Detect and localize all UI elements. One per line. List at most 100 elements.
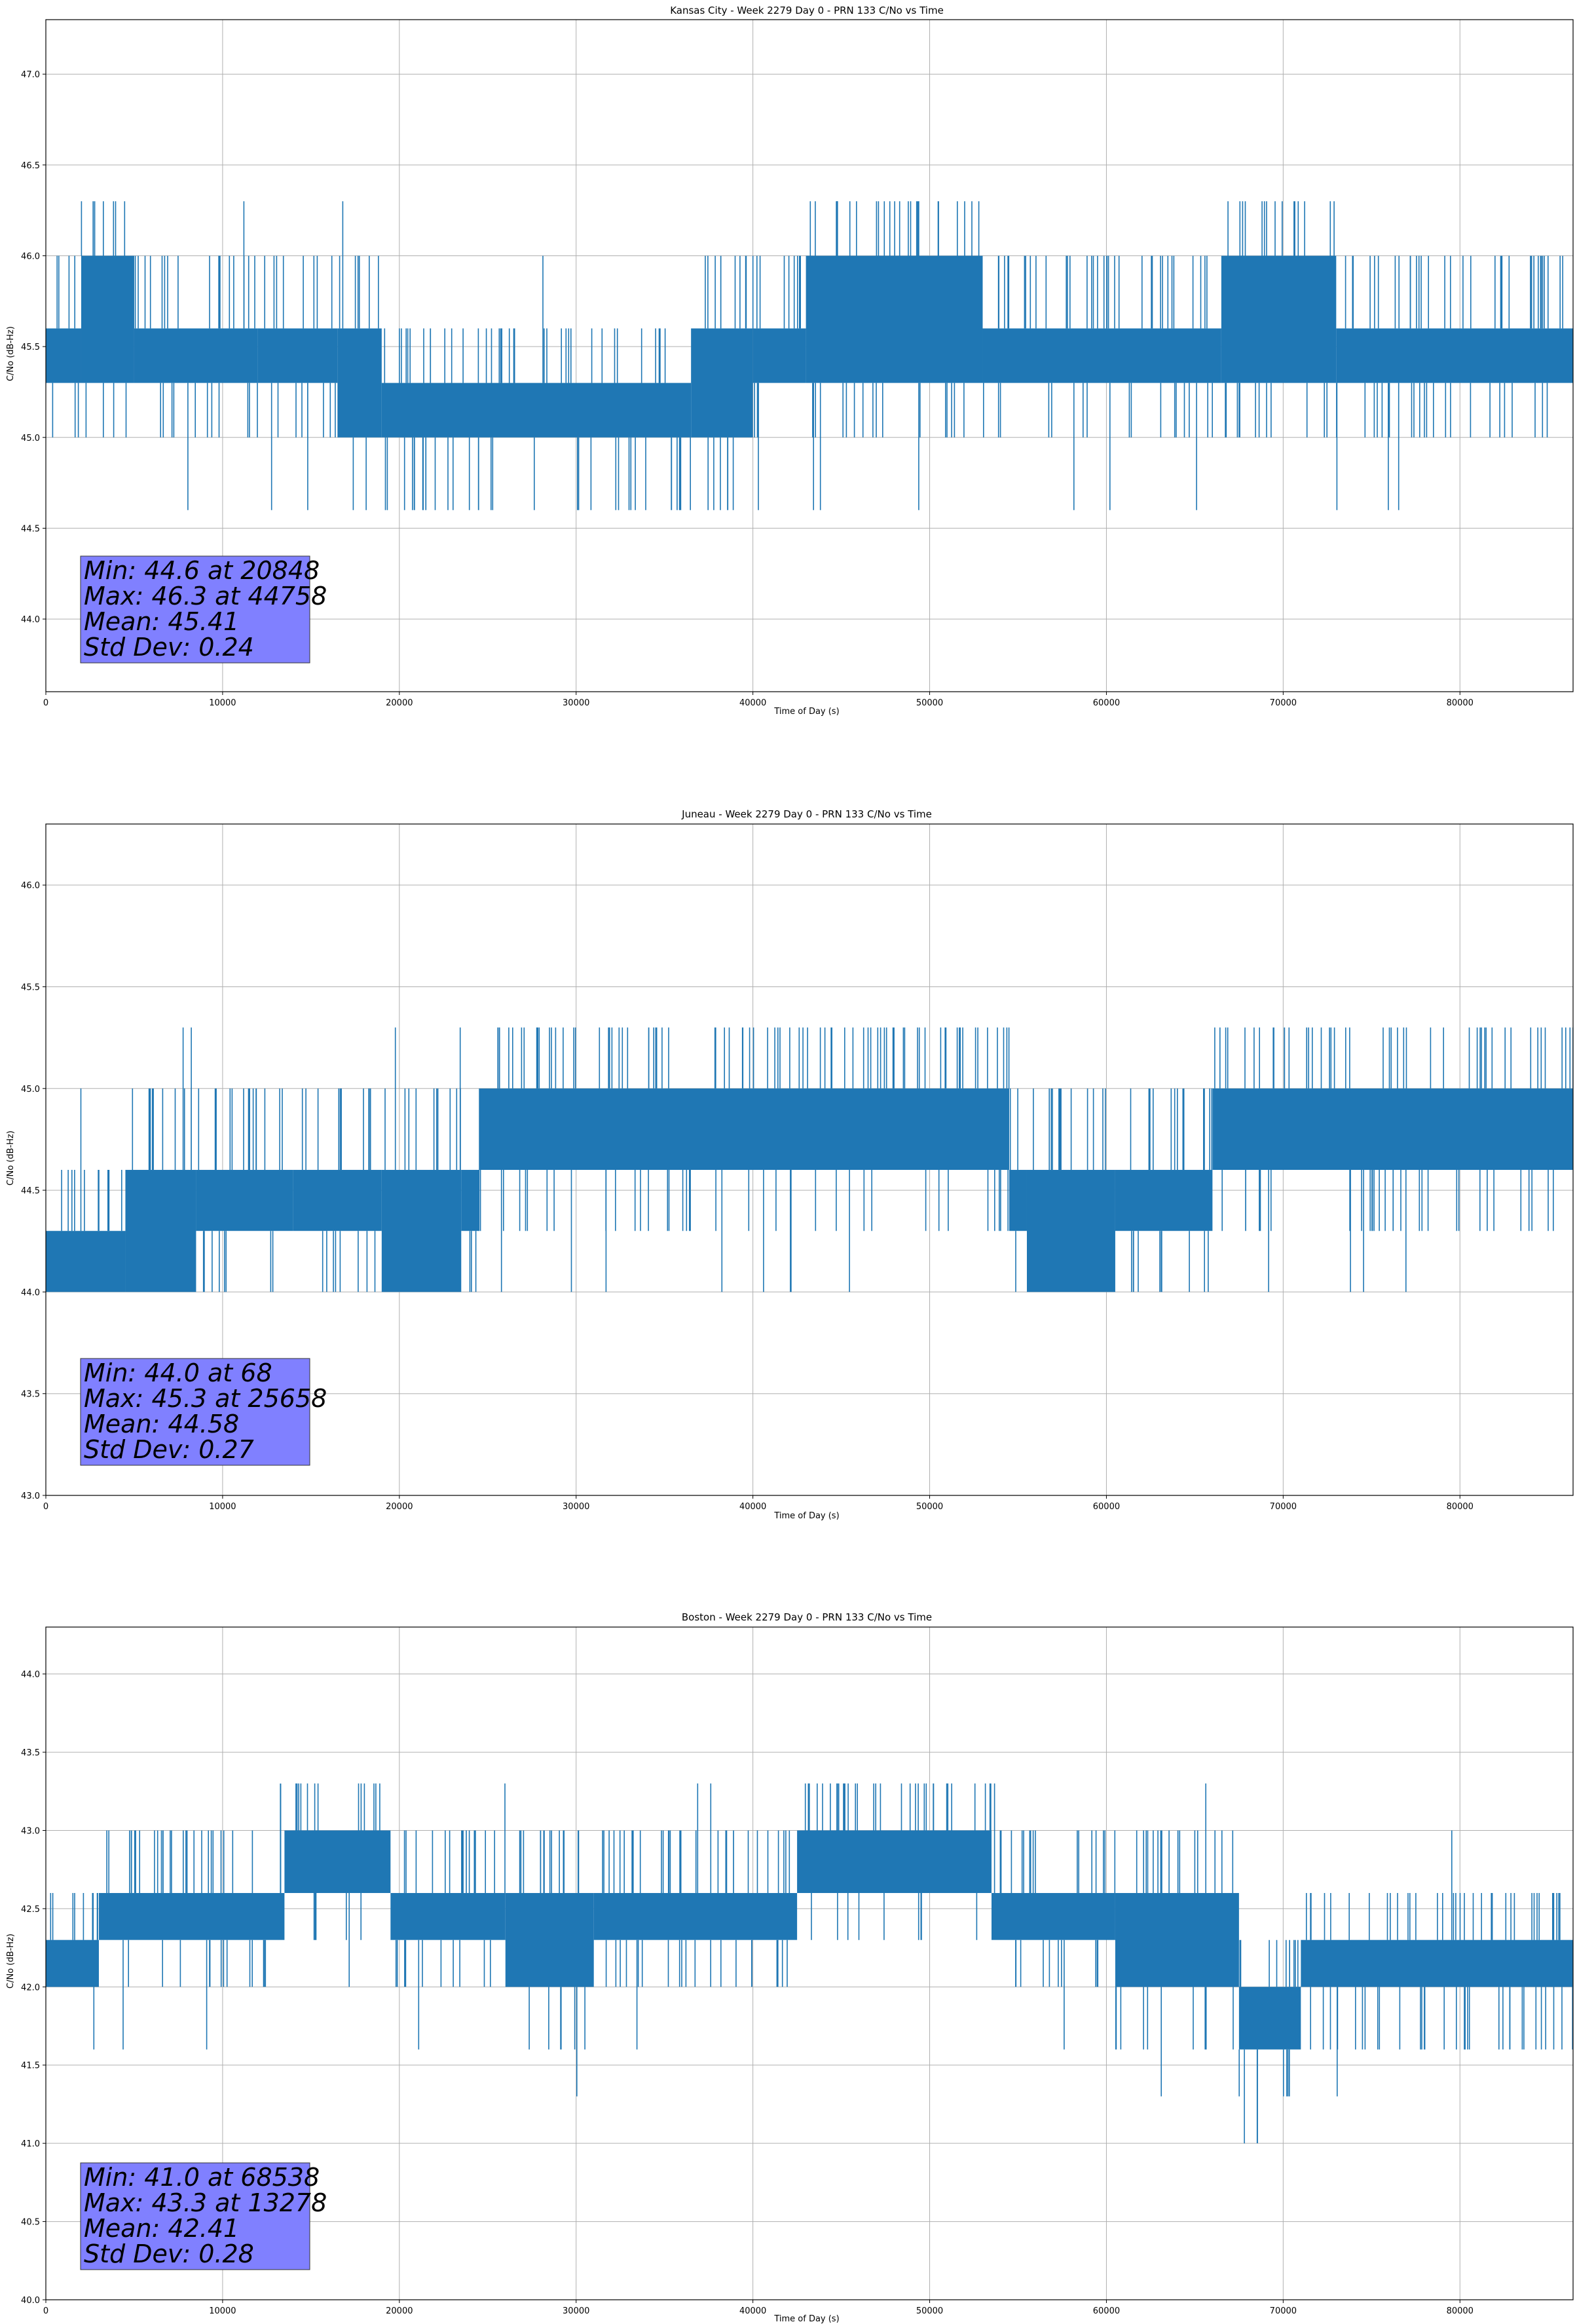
x-tick-label: 70000: [1270, 2306, 1297, 2316]
series-band: [46, 328, 81, 383]
axes-frame: [45, 19, 1574, 692]
series-spikes: [983, 255, 1213, 510]
series-spikes: [519, 1830, 585, 2097]
series-band: [1301, 1940, 1573, 1987]
x-tick-label: 30000: [563, 1502, 589, 1512]
x-tick-label: 50000: [916, 698, 943, 708]
series-band: [505, 1893, 594, 1987]
y-tick-label: 40.0: [21, 2296, 40, 2306]
x-tick-label: 20000: [386, 2306, 413, 2316]
stats-std-dev: Std Dev: 0.24: [84, 633, 254, 662]
series-band: [797, 1830, 992, 1894]
y-tick-label: 44.5: [21, 1186, 40, 1196]
subplot-kansas-city: Kansas City - Week 2279 Day 0 - PRN 133 …: [6, 5, 1574, 717]
series-spikes: [993, 1783, 1116, 2050]
series-spikes: [52, 255, 79, 438]
stats-mean: Mean: 44.58: [84, 1410, 239, 1438]
y-tick-label: 44.0: [21, 1670, 40, 1680]
plot-area: 0 10000 20000 30000 40000 50000 60000 70000 8000…: [21, 19, 1574, 708]
series-band: [1115, 1170, 1213, 1231]
series-band: [81, 255, 134, 383]
stats-box: Min: 41.0 at 68538 Max: 43.3 at 13278 Me…: [80, 2162, 327, 2270]
stats-box-background: [80, 2162, 310, 2270]
y-tick-label: 43.5: [21, 1390, 40, 1400]
x-tick-label: 60000: [1093, 2306, 1120, 2316]
x-tick-label: 0: [43, 2306, 48, 2316]
series-band: [992, 1893, 1115, 1940]
series-band: [196, 1170, 293, 1231]
series-spikes: [705, 255, 747, 510]
cno-series: [46, 1783, 1573, 2144]
y-tick-label: 42.5: [21, 1905, 40, 1915]
series-band: [46, 1940, 99, 1987]
stats-box: Min: 44.0 at 68 Max: 45.3 at 25658 Mean:…: [80, 1358, 327, 1466]
plot-area: 0 10000 20000 30000 40000 50000 60000 70000 8000…: [21, 823, 1574, 1512]
series-spikes: [469, 1231, 477, 1292]
series-spikes: [1115, 1783, 1234, 2097]
x-tick-label: 70000: [1270, 1502, 1297, 1512]
series-spikes: [61, 1088, 122, 1231]
stats-mean: Mean: 42.41: [84, 2214, 239, 2243]
series-spikes: [339, 201, 379, 510]
x-tick-label: 30000: [563, 2306, 589, 2316]
series-band: [293, 1170, 382, 1231]
stats-box-background: [80, 555, 310, 664]
series-spikes: [301, 1088, 376, 1292]
series-band: [284, 1830, 391, 1894]
series-band: [390, 1893, 506, 1940]
series-spikes: [295, 1783, 380, 1987]
stats-std-dev: Std Dev: 0.27: [84, 1435, 254, 1464]
stats-max: Max: 43.3 at 13278: [84, 2188, 327, 2217]
stats-std-dev: Std Dev: 0.28: [84, 2240, 254, 2268]
x-axis-label: Time of Day (s): [773, 707, 839, 717]
series-spikes: [1336, 255, 1563, 510]
y-tick-label: 41.0: [21, 2139, 40, 2149]
x-tick-label: 60000: [1093, 1502, 1120, 1512]
series-spikes: [1130, 1088, 1213, 1292]
series-band: [1115, 1893, 1239, 1987]
series-spikes: [384, 255, 691, 510]
x-tick-label: 10000: [209, 698, 236, 708]
y-axis-label: C/No (dB-Hz): [6, 1934, 16, 1989]
y-tick-label: 44.5: [21, 524, 40, 534]
series-spikes: [478, 1027, 1010, 1292]
series-band: [479, 1088, 1009, 1171]
series-spikes: [1306, 1830, 1573, 2097]
series-spikes: [198, 1088, 283, 1292]
series-band: [98, 1893, 285, 1940]
series-band: [806, 255, 983, 383]
y-tick-label: 43.0: [21, 1491, 40, 1501]
series-band: [381, 1170, 462, 1292]
y-tick-label: 47.0: [21, 70, 40, 80]
series-spikes: [132, 1027, 192, 1170]
series-band: [982, 328, 1221, 383]
y-tick-label: 46.5: [21, 161, 40, 171]
x-tick-label: 40000: [739, 2306, 766, 2316]
stats-min: Min: 44.0 at 68: [84, 1359, 272, 1387]
series-spikes: [1238, 1940, 1299, 2144]
x-axis-label: Time of Day (s): [773, 1511, 839, 1521]
x-tick-label: 80000: [1447, 1502, 1474, 1512]
series-spikes: [106, 1830, 267, 2050]
chart-title: Kansas City - Week 2279 Day 0 - PRN 133 …: [670, 5, 944, 16]
series-band: [1336, 328, 1573, 383]
x-tick-label: 80000: [1447, 698, 1474, 708]
series-band: [381, 383, 692, 438]
x-tick-label: 80000: [1447, 2306, 1474, 2316]
x-tick-label: 0: [43, 698, 48, 708]
series-spikes: [134, 201, 258, 510]
series-spikes: [602, 1783, 790, 2050]
cno-series: [46, 201, 1573, 510]
chart-title: Juneau - Week 2279 Day 0 - PRN 133 C/No …: [681, 808, 932, 820]
series-spikes: [50, 1893, 98, 2050]
y-tick-label: 46.0: [21, 881, 40, 891]
series-spikes: [264, 255, 336, 510]
x-axis-label: Time of Day (s): [773, 2314, 839, 2324]
series-spikes: [752, 255, 801, 510]
y-tick-label: 41.5: [21, 2061, 40, 2071]
y-tick-label: 40.5: [21, 2218, 40, 2228]
y-tick-label: 45.0: [21, 434, 40, 443]
x-tick-label: 10000: [209, 1502, 236, 1512]
series-spikes: [1214, 1027, 1573, 1292]
